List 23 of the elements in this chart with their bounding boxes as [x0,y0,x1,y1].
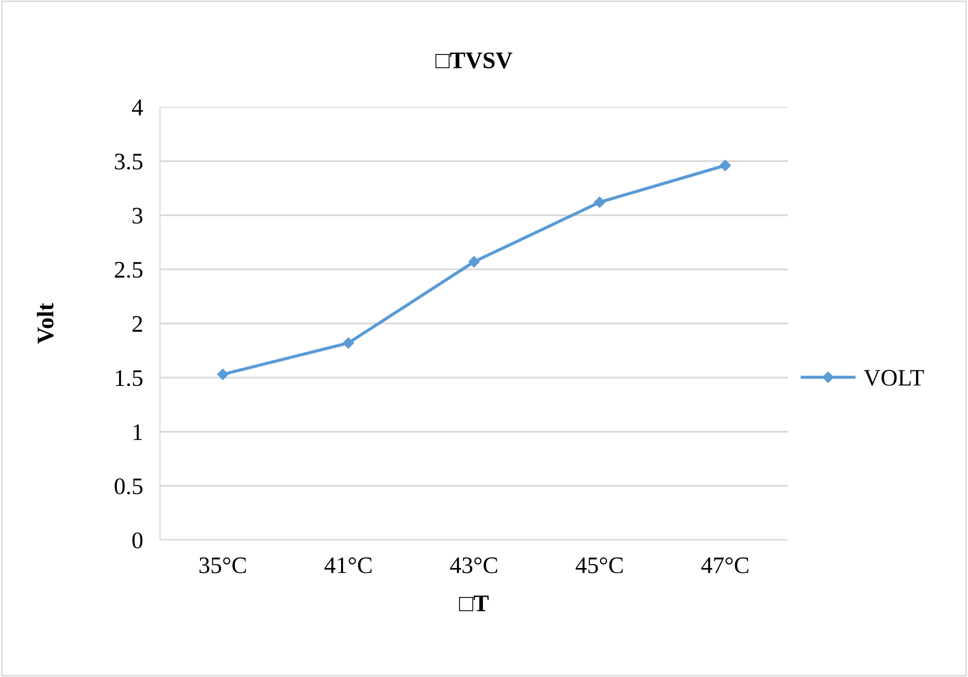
y-tick-label: 1.5 [116,370,142,386]
y-tick-label: 3.5 [114,154,142,170]
legend-label: VOLT [864,370,924,386]
point [720,160,731,172]
point [217,368,228,380]
y-tick-label: 3 [132,208,142,224]
y-tick-label: 2 [132,316,142,332]
x-tick-label: 45°C [576,557,623,574]
point [594,196,606,208]
x-tick-label: 41°C [324,557,372,574]
y-tick-label: 0 [132,532,142,548]
x-axis-title: □T [459,596,489,612]
y-tick-label: 0.5 [114,478,142,494]
y-tick-label: 1 [134,424,142,440]
chart-title: □TVSV [435,52,512,68]
x-tick-label: 47°C [701,557,748,574]
point [342,337,354,349]
y-tick-label: 2.5 [114,262,142,278]
y-axis-title: Volt [36,303,54,344]
point [468,256,480,268]
y-tick-label: 4 [132,100,143,116]
x-tick-label: 43°C [450,557,498,574]
x-tick-label: 35°C [200,557,246,574]
